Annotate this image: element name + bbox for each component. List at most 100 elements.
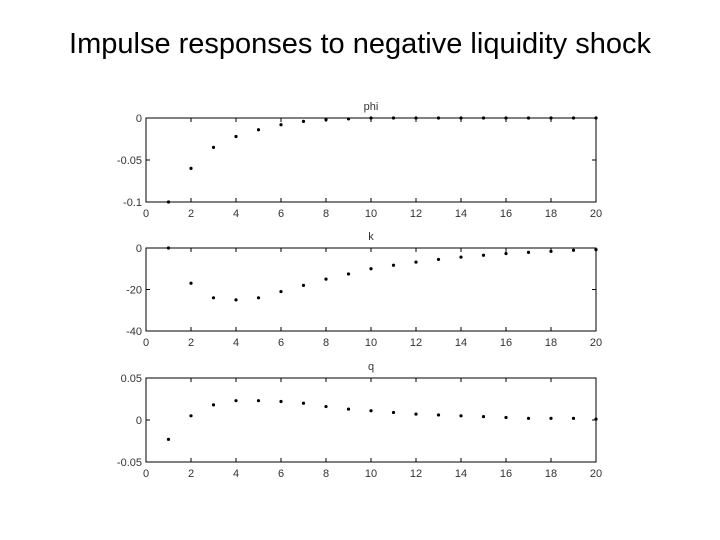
data-point [391, 410, 396, 415]
y-tick-label: -0.05 [117, 457, 142, 469]
data-point [234, 134, 238, 139]
data-point [301, 119, 306, 123]
data-point [526, 416, 531, 420]
data-point [346, 407, 351, 411]
x-tick-label: 4 [233, 208, 239, 220]
data-point [256, 128, 261, 132]
x-tick-label: 8 [323, 468, 329, 480]
data-point [571, 116, 576, 120]
data-point [549, 416, 553, 420]
y-tick-label: -0.1 [123, 197, 142, 209]
y-tick-label: -0.05 [117, 155, 142, 167]
x-tick-label: 4 [233, 337, 239, 349]
x-tick-label: 16 [500, 337, 512, 349]
data-point [279, 289, 283, 294]
data-point [436, 116, 441, 120]
data-point [459, 414, 463, 418]
data-point [436, 413, 441, 417]
x-tick-label: 2 [188, 468, 194, 480]
data-point [256, 296, 261, 300]
data-point [369, 116, 373, 120]
x-tick-label: 16 [500, 208, 512, 220]
data-point [189, 414, 193, 418]
x-tick-label: 4 [233, 468, 239, 480]
data-point [324, 404, 328, 409]
x-tick-label: 10 [365, 337, 377, 349]
x-tick-label: 6 [278, 337, 284, 349]
data-point [301, 401, 306, 405]
x-tick-label: 8 [323, 208, 329, 220]
x-tick-label: 12 [410, 337, 422, 349]
data-point [211, 145, 216, 149]
data-point [211, 296, 216, 300]
data-point [436, 257, 441, 262]
data-point [571, 416, 576, 420]
data-point [594, 248, 598, 252]
x-tick-label: 10 [365, 468, 377, 480]
data-point [391, 116, 396, 120]
data-point [234, 399, 238, 403]
data-point [459, 116, 463, 120]
y-tick-label: 0 [136, 415, 142, 427]
data-point [414, 412, 418, 416]
data-point [166, 246, 171, 250]
data-point [459, 255, 463, 259]
data-point [594, 417, 598, 421]
x-tick-label: 20 [590, 337, 602, 349]
data-point [594, 116, 598, 120]
x-tick-label: 12 [410, 468, 422, 480]
panel-title-1: phi [364, 101, 379, 113]
data-point [234, 298, 238, 302]
axes-box-2 [145, 247, 597, 332]
data-point [526, 250, 531, 254]
data-point [504, 116, 508, 120]
data-point [481, 415, 486, 419]
data-point [369, 267, 373, 271]
data-point [301, 283, 306, 287]
x-tick-label: 6 [278, 468, 284, 480]
slide-title: Impulse responses to negative liquidity … [69, 28, 651, 60]
data-point [279, 123, 283, 127]
x-tick-label: 8 [323, 337, 329, 349]
data-point [481, 253, 486, 257]
axes-box-1 [145, 117, 597, 203]
data-point [414, 260, 418, 264]
data-point [166, 200, 171, 204]
data-point [526, 116, 531, 120]
data-point [481, 116, 486, 120]
x-tick-label: 6 [278, 208, 284, 220]
x-tick-label: 16 [500, 468, 512, 480]
y-tick-label: 0 [136, 113, 142, 125]
data-point [549, 116, 553, 120]
data-point [504, 252, 508, 256]
data-point [346, 272, 351, 276]
data-point [166, 437, 171, 441]
x-tick-label: 20 [590, 468, 602, 480]
x-tick-label: 18 [545, 337, 557, 349]
axes-box-3 [145, 377, 597, 463]
panel-title-2: k [368, 231, 374, 243]
data-point [391, 263, 396, 267]
x-tick-label: 18 [545, 468, 557, 480]
x-tick-label: 20 [590, 208, 602, 220]
x-tick-label: 0 [143, 208, 149, 220]
data-point [324, 118, 328, 122]
y-tick-label: 0.05 [121, 373, 142, 385]
x-tick-label: 18 [545, 208, 557, 220]
x-tick-label: 10 [365, 208, 377, 220]
x-tick-label: 14 [455, 337, 467, 349]
data-point [189, 281, 193, 285]
x-tick-label: 2 [188, 337, 194, 349]
x-tick-label: 0 [143, 468, 149, 480]
panel-title-3: q [368, 361, 374, 373]
x-tick-label: 2 [188, 208, 194, 220]
y-tick-label: 0 [136, 243, 142, 255]
data-point [571, 248, 576, 252]
x-tick-label: 0 [143, 337, 149, 349]
data-point [549, 249, 553, 253]
x-tick-label: 14 [455, 468, 467, 480]
data-point [369, 409, 373, 413]
data-point [256, 399, 261, 403]
x-tick-label: 12 [410, 208, 422, 220]
